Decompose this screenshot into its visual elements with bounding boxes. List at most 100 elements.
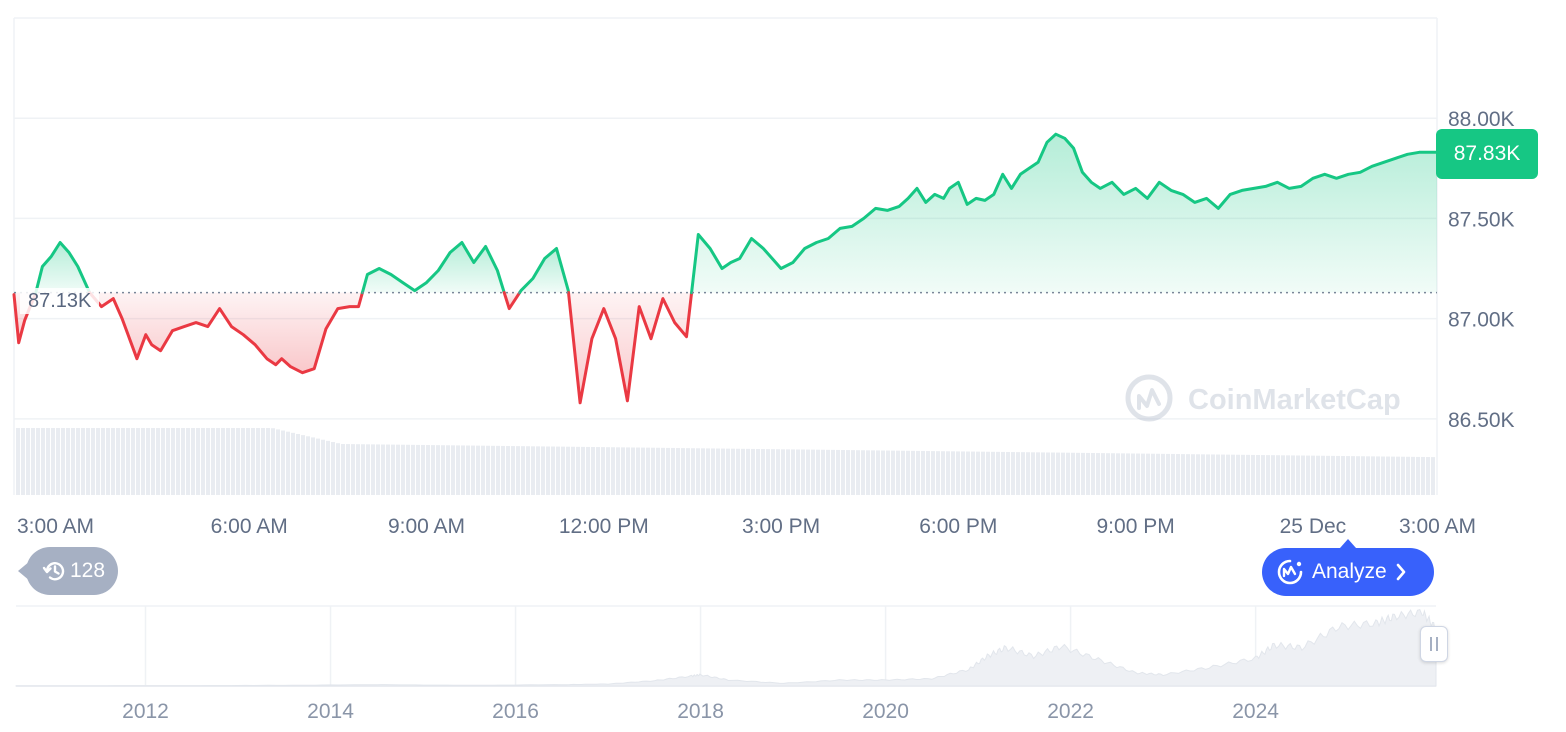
volume-bar — [1271, 455, 1275, 495]
volume-bar — [66, 428, 70, 495]
volume-bar — [831, 449, 835, 495]
volume-bar — [1366, 456, 1370, 495]
volume-bar — [1251, 454, 1255, 495]
volume-bar — [766, 449, 770, 495]
volume-bar — [691, 448, 695, 495]
volume-bar — [1001, 451, 1005, 495]
volume-bar — [181, 428, 185, 495]
navigator-drag-handle[interactable] — [1420, 626, 1448, 662]
coinmarketcap-logo-icon — [1125, 374, 1173, 422]
volume-bar — [1026, 452, 1030, 495]
volume-bar — [621, 447, 625, 495]
volume-bar — [321, 439, 325, 495]
history-clock-icon — [42, 562, 65, 581]
analyze-button[interactable]: Analyze — [1262, 539, 1434, 596]
volume-bar — [1081, 452, 1085, 495]
volume-bar — [381, 444, 385, 495]
volume-bar — [676, 448, 680, 495]
volume-bar — [1396, 456, 1400, 495]
volume-bar — [981, 451, 985, 495]
volume-bar — [206, 428, 210, 495]
volume-bar — [706, 448, 710, 495]
volume-bar — [1411, 456, 1415, 495]
volume-bar — [606, 447, 610, 495]
volume-bar — [481, 445, 485, 495]
volume-bar — [636, 447, 640, 495]
volume-bar — [656, 447, 660, 495]
volume-bar — [1126, 453, 1130, 495]
volume-bar — [246, 428, 250, 495]
volume-bar — [551, 446, 555, 495]
volume-bar — [1096, 453, 1100, 495]
price-line — [12, 132, 1439, 405]
volume-bar — [601, 447, 605, 495]
volume-bar — [346, 444, 350, 495]
volume-bar — [796, 449, 800, 495]
volume-bar — [666, 447, 670, 495]
volume-bar — [881, 450, 885, 495]
volume-bar — [496, 445, 500, 495]
volume-bar — [1216, 454, 1220, 495]
volume-bar — [791, 449, 795, 495]
volume-bar — [596, 447, 600, 495]
volume-bar — [626, 447, 630, 495]
volume-bar — [406, 444, 410, 495]
volume-bar — [641, 447, 645, 495]
volume-bar — [991, 451, 995, 495]
volume-bar — [891, 450, 895, 495]
volume-bar — [1206, 454, 1210, 495]
volume-bar — [1346, 456, 1350, 495]
volume-bar — [511, 446, 515, 495]
volume-bar — [1331, 455, 1335, 495]
volume-bar — [506, 445, 510, 495]
price-line-up — [360, 241, 506, 295]
navigator-year-label: 2018 — [677, 700, 724, 723]
y-tick-label: 86.50K — [1448, 409, 1515, 432]
navigator-area — [15, 608, 1437, 687]
volume-bar — [236, 428, 240, 495]
y-tick-label: 87.00K — [1448, 309, 1515, 332]
volume-bar — [1386, 456, 1390, 495]
volume-bar — [1101, 453, 1105, 495]
volume-bar — [1266, 455, 1270, 495]
volume-bar — [416, 444, 420, 495]
navigator-year-label: 2024 — [1232, 700, 1279, 723]
volume-bar — [1116, 453, 1120, 495]
area-above-baseline — [35, 242, 90, 293]
volume-bar — [911, 450, 915, 495]
volume-bar — [806, 449, 810, 495]
volume-bar — [1201, 454, 1205, 495]
volume-bar — [1076, 452, 1080, 495]
history-button[interactable]: 128 — [18, 547, 118, 595]
drag-handle-icon — [1430, 637, 1432, 651]
volume-bar — [361, 444, 365, 495]
volume-bar — [296, 433, 300, 495]
volume-bar — [116, 428, 120, 495]
volume-bar — [1186, 454, 1190, 495]
volume-bar — [1276, 455, 1280, 495]
volume-bar — [1171, 453, 1175, 495]
volume-bar — [906, 450, 910, 495]
volume-bar — [376, 444, 380, 495]
volume-bar — [996, 451, 1000, 495]
x-tick-label: 3:00 AM — [17, 515, 94, 538]
volume-bar — [441, 445, 445, 495]
volume-bar — [1326, 455, 1330, 495]
x-tick-label: 6:00 PM — [919, 515, 997, 538]
volume-bar — [576, 446, 580, 495]
volume-bar — [1361, 456, 1365, 495]
volume-bar — [1021, 452, 1025, 495]
volume-bar — [986, 451, 990, 495]
volume-bar — [391, 444, 395, 495]
volume-bar — [231, 428, 235, 495]
volume-bar — [856, 450, 860, 495]
volume-bar — [331, 442, 335, 495]
volume-bar — [1041, 452, 1045, 495]
coinmarketcap-watermark: CoinMarketCap — [1125, 374, 1401, 422]
volume-bar — [386, 444, 390, 495]
volume-bar — [146, 428, 150, 495]
volume-bar — [946, 451, 950, 495]
volume-bar — [341, 444, 345, 495]
volume-bar — [1056, 452, 1060, 495]
